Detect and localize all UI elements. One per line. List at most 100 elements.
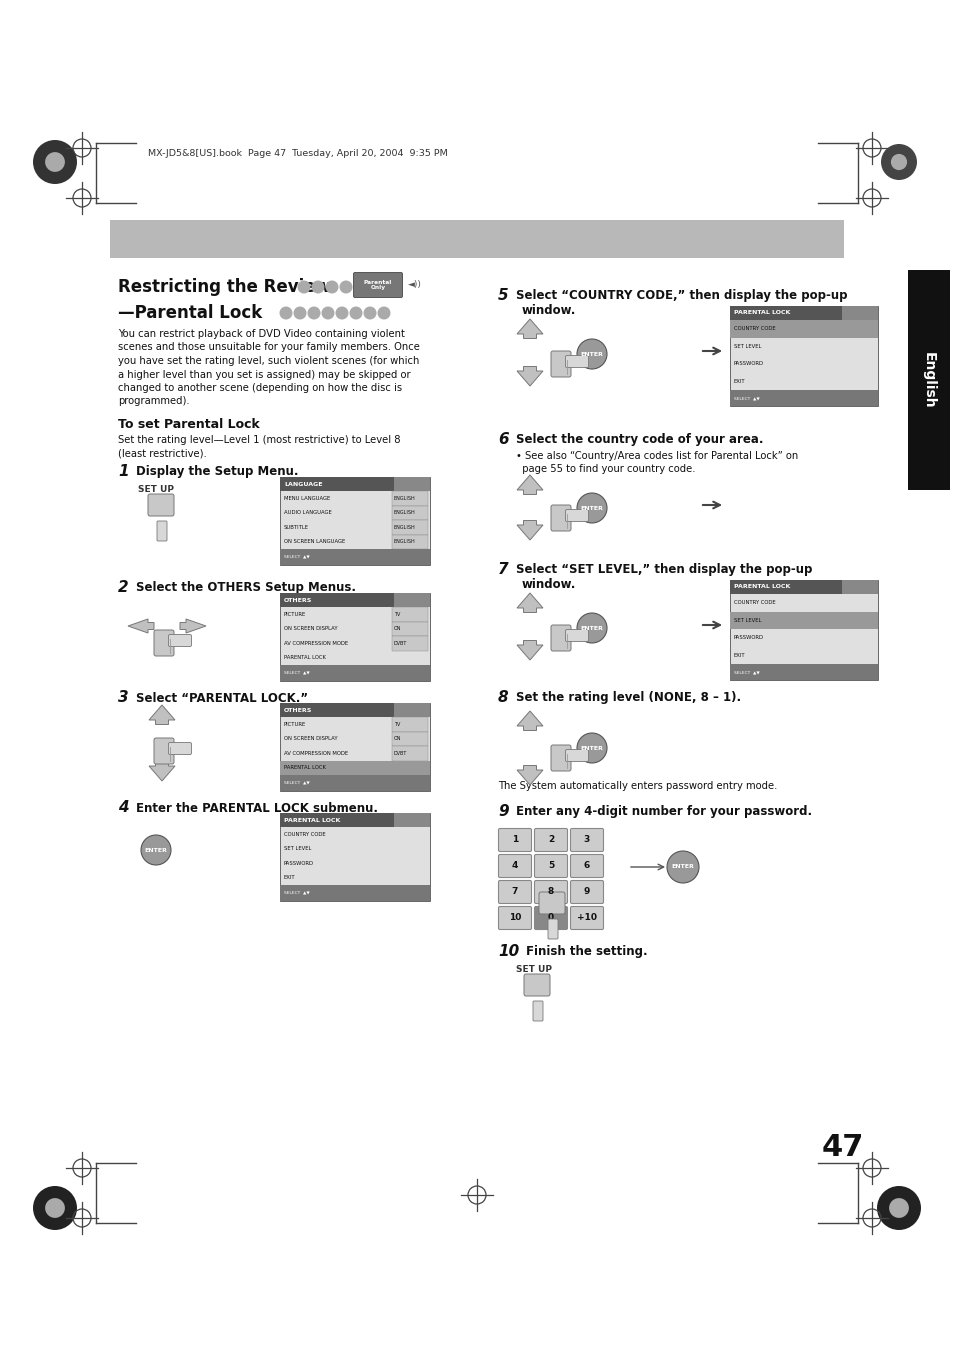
FancyBboxPatch shape	[534, 854, 567, 878]
Bar	[729, 320, 877, 338]
Bar	[394, 593, 430, 607]
FancyBboxPatch shape	[533, 1001, 542, 1021]
Text: PARENTAL LOCK: PARENTAL LOCK	[733, 311, 789, 316]
Text: 47: 47	[821, 1133, 863, 1162]
Text: window.: window.	[521, 304, 576, 316]
Circle shape	[321, 307, 335, 319]
Text: ON SCREEN DISPLAY: ON SCREEN DISPLAY	[284, 736, 337, 742]
Text: English: English	[921, 351, 935, 408]
FancyBboxPatch shape	[547, 919, 558, 939]
Circle shape	[33, 141, 77, 184]
Text: programmed).: programmed).	[118, 396, 190, 407]
FancyBboxPatch shape	[551, 744, 571, 771]
Text: you have set the rating level, such violent scenes (for which: you have set the rating level, such viol…	[118, 357, 419, 366]
Bar	[729, 305, 877, 407]
Bar	[907, 270, 949, 490]
Text: PICTURE: PICTURE	[284, 612, 306, 617]
Text: 0: 0	[547, 913, 554, 923]
Text: 7: 7	[511, 888, 517, 897]
Text: ENGLISH: ENGLISH	[394, 511, 416, 515]
Text: SELECT  ▲▼: SELECT ▲▼	[733, 396, 759, 400]
Bar	[729, 390, 877, 407]
Text: Enter any 4-digit number for your password.: Enter any 4-digit number for your passwo…	[516, 805, 811, 819]
Text: 3: 3	[583, 835, 590, 844]
Circle shape	[307, 307, 320, 319]
Text: TV: TV	[394, 612, 400, 617]
FancyBboxPatch shape	[153, 738, 173, 765]
Text: 5: 5	[547, 862, 554, 870]
Text: AUDIO LANGUAGE: AUDIO LANGUAGE	[284, 511, 332, 515]
Polygon shape	[180, 619, 206, 634]
Text: ON SCREEN LANGUAGE: ON SCREEN LANGUAGE	[284, 539, 345, 544]
Bar	[280, 703, 430, 717]
FancyBboxPatch shape	[551, 626, 571, 651]
Text: Finish the setting.: Finish the setting.	[525, 946, 647, 958]
Text: Select “COUNTRY CODE,” then display the pop-up: Select “COUNTRY CODE,” then display the …	[516, 289, 846, 303]
FancyBboxPatch shape	[534, 881, 567, 904]
Text: TV: TV	[394, 721, 400, 727]
Circle shape	[335, 307, 348, 319]
Text: ENGLISH: ENGLISH	[394, 496, 416, 501]
Text: 1: 1	[512, 835, 517, 844]
Text: ON: ON	[394, 736, 401, 742]
Bar	[280, 593, 430, 681]
Polygon shape	[517, 520, 542, 540]
Bar	[394, 813, 430, 827]
Bar	[841, 305, 877, 320]
Text: 4: 4	[118, 801, 129, 816]
Circle shape	[45, 153, 65, 172]
FancyBboxPatch shape	[570, 854, 603, 878]
Text: ENTER: ENTER	[580, 626, 603, 631]
Text: MX-JD5&8[US].book  Page 47  Tuesday, April 20, 2004  9:35 PM: MX-JD5&8[US].book Page 47 Tuesday, April…	[148, 149, 447, 158]
FancyBboxPatch shape	[498, 828, 531, 851]
Text: 2: 2	[118, 581, 129, 596]
FancyBboxPatch shape	[153, 630, 173, 657]
Circle shape	[363, 307, 376, 319]
Circle shape	[888, 1198, 908, 1217]
Text: 8: 8	[497, 690, 508, 705]
FancyBboxPatch shape	[523, 974, 550, 996]
Text: SELECT  ▲▼: SELECT ▲▼	[284, 671, 310, 676]
Bar	[392, 731, 428, 746]
Text: PASSWORD: PASSWORD	[284, 861, 314, 866]
Text: PARENTAL LOCK: PARENTAL LOCK	[284, 655, 326, 661]
Text: SUBTITLE: SUBTITLE	[284, 524, 309, 530]
Circle shape	[297, 281, 310, 293]
Polygon shape	[517, 711, 542, 731]
Text: a higher level than you set is assigned) may be skipped or: a higher level than you set is assigned)…	[118, 370, 410, 380]
Polygon shape	[128, 619, 153, 634]
Bar	[392, 490, 428, 505]
Bar	[841, 580, 877, 594]
Text: • See also “Country/Area codes list for Parental Lock” on: • See also “Country/Area codes list for …	[516, 451, 798, 461]
Bar	[280, 593, 430, 607]
FancyBboxPatch shape	[551, 505, 571, 531]
Text: MENU LANGUAGE: MENU LANGUAGE	[284, 496, 330, 501]
Circle shape	[349, 307, 362, 319]
Circle shape	[577, 339, 606, 369]
FancyBboxPatch shape	[148, 494, 173, 516]
FancyBboxPatch shape	[354, 273, 402, 297]
Text: ENTER: ENTER	[580, 505, 603, 511]
Text: 2: 2	[547, 835, 554, 844]
Text: COUNTRY CODE: COUNTRY CODE	[284, 832, 325, 836]
Text: PASSWORD: PASSWORD	[733, 635, 763, 640]
Text: 9: 9	[497, 804, 508, 820]
Text: LANGUAGE: LANGUAGE	[284, 481, 322, 486]
Bar	[729, 580, 877, 680]
Bar	[280, 549, 430, 565]
Text: SET UP: SET UP	[516, 966, 552, 974]
Text: ENTER: ENTER	[580, 351, 603, 357]
Text: Enter the PARENTAL LOCK submenu.: Enter the PARENTAL LOCK submenu.	[136, 801, 377, 815]
Bar	[392, 505, 428, 520]
FancyBboxPatch shape	[565, 750, 588, 762]
Circle shape	[45, 1198, 65, 1217]
Bar	[392, 621, 428, 636]
Text: Parental
Only: Parental Only	[363, 280, 392, 290]
Bar	[280, 477, 430, 490]
Text: ENTER: ENTER	[671, 865, 694, 870]
Circle shape	[890, 154, 906, 170]
Circle shape	[377, 307, 390, 319]
Text: 5: 5	[497, 289, 508, 304]
FancyBboxPatch shape	[570, 907, 603, 929]
Text: Select “PARENTAL LOCK.”: Select “PARENTAL LOCK.”	[136, 692, 308, 704]
